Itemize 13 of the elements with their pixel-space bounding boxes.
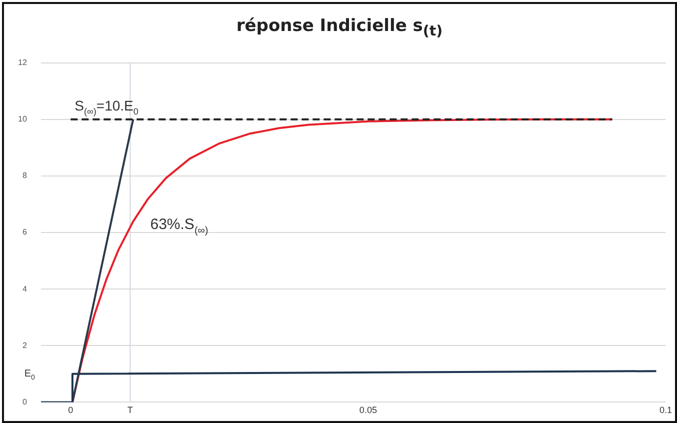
y-tick-label: 10 — [18, 114, 28, 124]
y-tick-label: 12 — [18, 58, 28, 68]
x-tick-label: 0 — [68, 405, 74, 416]
y-tick-label: 6 — [22, 228, 28, 237]
y-tick-label: 0 — [22, 397, 28, 406]
annotation: 63%.S(∞) — [150, 216, 208, 237]
y-tick-label: 8 — [22, 171, 28, 180]
y-tick-label: 2 — [22, 340, 28, 350]
x-tick-label: T — [127, 405, 134, 416]
x-tick-label: 0.1 — [659, 405, 672, 416]
x-tick-label: 0.05 — [359, 405, 377, 416]
chart-title: réponse Indicielle s$_{(t)}$ — [235, 16, 444, 40]
y-tick-label: 4 — [22, 284, 28, 294]
